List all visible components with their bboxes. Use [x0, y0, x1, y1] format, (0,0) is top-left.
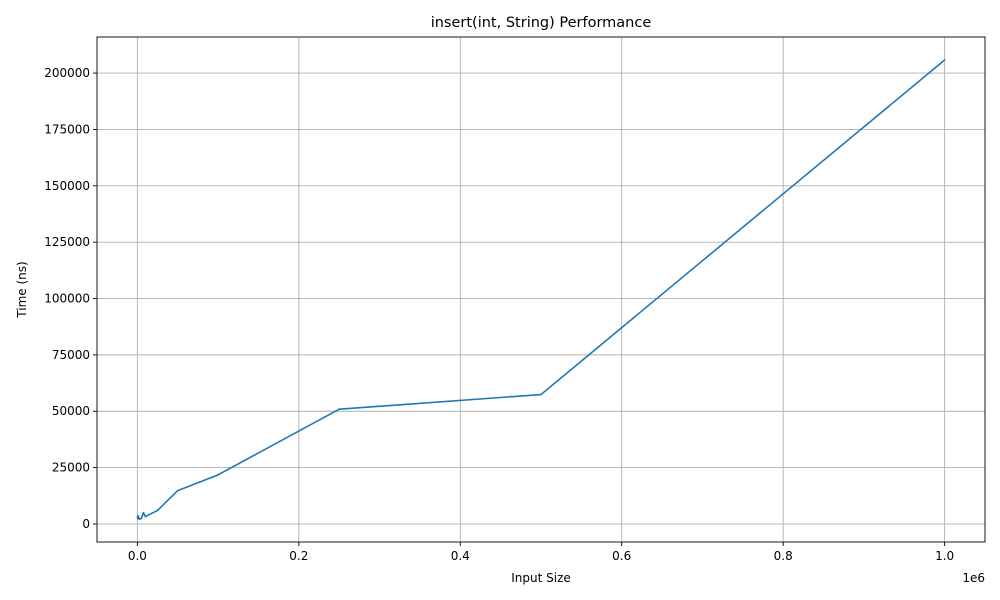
- x-tick-label: 0.2: [289, 549, 308, 563]
- y-tick-label: 25000: [52, 461, 90, 475]
- data-point: [142, 511, 145, 514]
- data-point: [138, 518, 141, 521]
- y-tick-label: 75000: [52, 348, 90, 362]
- x-axis-title: Input Size: [511, 571, 571, 585]
- grid-lines: [97, 37, 985, 542]
- y-tick-label: 125000: [44, 235, 90, 249]
- x-tick-label: 0.0: [128, 549, 147, 563]
- y-tick-label: 150000: [44, 179, 90, 193]
- chart-title: insert(int, String) Performance: [431, 15, 652, 31]
- data-point: [217, 474, 219, 476]
- data-point: [338, 408, 340, 411]
- data-point: [540, 393, 542, 396]
- y-tick-label: 175000: [44, 122, 90, 136]
- x-axis: 0.0 0.2 0.4 0.6 0.8 1.0: [128, 542, 954, 563]
- x-tick-label: 0.6: [612, 549, 631, 563]
- data-point: [156, 509, 159, 512]
- data-point: [943, 59, 946, 61]
- y-tick-label: 50000: [52, 404, 90, 418]
- x-tick-label: 1.0: [935, 549, 954, 563]
- series-group: [136, 59, 946, 521]
- y-axis: 0 25000 50000 75000 100000 125000 150000 175000…: [44, 66, 97, 531]
- plot-frame: [96, 36, 986, 543]
- y-axis-title: Time (ns): [15, 261, 29, 318]
- x-tick-label: 0.8: [774, 549, 793, 563]
- data-point: [136, 516, 139, 519]
- data-point: [144, 515, 147, 518]
- x-axis-offset-label: 1e6: [962, 571, 985, 585]
- y-tick-label: 0: [82, 517, 90, 531]
- data-point: [176, 489, 179, 492]
- y-tick-label: 100000: [44, 292, 90, 306]
- y-tick-label: 200000: [44, 66, 90, 80]
- x-tick-label: 0.4: [451, 549, 470, 563]
- data-point: [136, 517, 139, 520]
- data-point: [137, 515, 139, 517]
- data-point: [140, 517, 143, 520]
